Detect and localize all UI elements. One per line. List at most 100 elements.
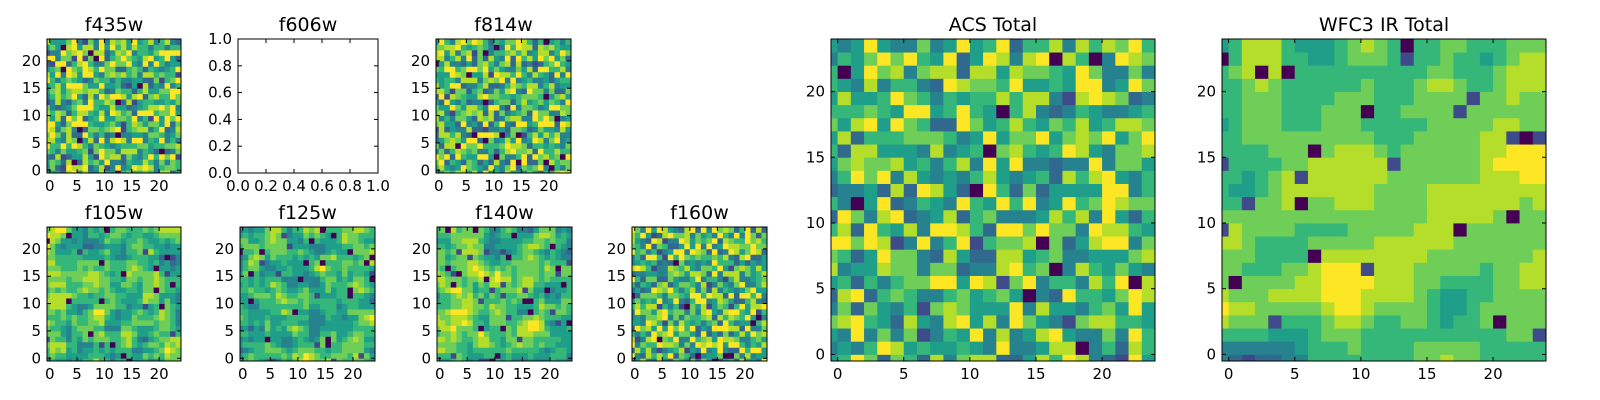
heatmap-cell <box>363 358 370 362</box>
heatmap-cell <box>358 309 365 315</box>
heatmap-cell <box>49 330 56 337</box>
heatmap-cell <box>537 60 544 67</box>
heatmap-cell <box>1062 91 1077 106</box>
heatmap-cell <box>120 82 127 89</box>
heatmap-cell <box>109 159 116 166</box>
heatmap-cell <box>761 358 768 362</box>
heatmap-cell <box>438 88 445 95</box>
heatmap-cell <box>750 352 757 359</box>
heatmap-cell <box>455 49 462 56</box>
heatmap-cell <box>47 148 51 155</box>
heatmap-cell <box>494 227 501 233</box>
x-tick-label: 15 <box>512 177 531 195</box>
heatmap-cell <box>684 270 691 277</box>
heatmap-cell <box>489 254 496 261</box>
heatmap-cell <box>275 325 282 332</box>
heatmap-cell <box>482 88 489 95</box>
heatmap-cell <box>93 55 100 62</box>
heatmap-cell <box>472 347 479 354</box>
heatmap-cell <box>347 270 354 277</box>
heatmap-cell <box>673 298 680 304</box>
heatmap-cell <box>471 93 478 100</box>
heatmap-cell <box>88 347 94 354</box>
heatmap-cell <box>560 325 567 332</box>
heatmap-cell <box>439 352 446 359</box>
heatmap-cell <box>1062 354 1077 362</box>
heatmap-cell <box>270 287 277 294</box>
heatmap-cell <box>549 352 556 359</box>
heatmap-cell <box>695 292 702 299</box>
heatmap-cell <box>270 341 277 348</box>
heatmap-cell <box>137 309 144 315</box>
heatmap-cell <box>49 88 56 95</box>
heatmap-cell <box>651 248 658 255</box>
heatmap-cell <box>142 276 149 283</box>
heatmap-cell <box>330 292 337 299</box>
heatmap-cell <box>60 66 67 73</box>
heatmap-cell <box>1241 196 1256 211</box>
heatmap-cell <box>559 99 566 106</box>
heatmap-cell <box>153 71 160 78</box>
heatmap-cell <box>689 336 696 343</box>
heatmap-cell <box>77 137 83 144</box>
heatmap-cell <box>253 347 260 354</box>
heatmap-cell <box>695 237 702 244</box>
heatmap-cell <box>71 153 78 160</box>
heatmap-cell <box>1360 183 1375 198</box>
heatmap-cell <box>137 71 144 78</box>
heatmap-cell <box>645 287 652 294</box>
heatmap-cell <box>1294 262 1309 276</box>
heatmap-cell <box>369 319 376 326</box>
heatmap-cell <box>733 347 740 354</box>
heatmap-cell <box>538 309 545 315</box>
heatmap-cell <box>314 287 321 294</box>
heatmap-cell <box>983 315 997 329</box>
heatmap-cell <box>148 254 155 261</box>
heatmap-cell <box>363 232 370 239</box>
heatmap-cell <box>522 292 529 299</box>
heatmap-cell <box>505 254 512 261</box>
heatmap-cell <box>500 287 507 294</box>
heatmap-cell <box>153 159 160 166</box>
heatmap-cell <box>115 243 122 250</box>
heatmap-cell <box>308 287 315 294</box>
heatmap-cell <box>632 227 636 233</box>
heatmap-cell <box>297 347 304 354</box>
heatmap-cell <box>930 104 944 119</box>
heatmap-cell <box>71 325 78 332</box>
heatmap-cell <box>88 60 94 67</box>
heatmap-cell <box>744 358 751 362</box>
heatmap-cell <box>137 60 144 67</box>
heatmap-cell <box>1255 328 1269 342</box>
heatmap-cell <box>632 254 636 261</box>
heatmap-cell <box>47 330 51 337</box>
heatmap-cell <box>489 330 496 337</box>
heatmap-cell <box>439 314 446 321</box>
heatmap-cell <box>489 232 496 239</box>
heatmap-cell <box>66 227 73 233</box>
heatmap-cell <box>109 314 116 321</box>
heatmap-cell <box>477 104 484 111</box>
heatmap-cell <box>325 254 332 261</box>
heatmap-cell <box>352 298 359 304</box>
axes-frame <box>46 38 182 174</box>
heatmap-cell <box>1102 354 1116 362</box>
heatmap-cell <box>566 259 573 266</box>
heatmap-cell <box>493 164 500 171</box>
heatmap-cell <box>109 60 116 67</box>
heatmap-cell <box>673 248 680 255</box>
heatmap-cell <box>60 153 67 160</box>
heatmap-cell <box>560 254 567 261</box>
heatmap-cell <box>82 298 89 304</box>
heatmap-cell <box>131 281 138 288</box>
heatmap-cell <box>358 254 365 261</box>
heatmap-cell <box>439 281 446 288</box>
heatmap-cell <box>82 88 89 95</box>
x-tick-label: 0 <box>434 177 444 195</box>
heatmap-cell <box>1294 196 1309 211</box>
heatmap-cell <box>560 243 567 250</box>
heatmap-cell <box>120 303 127 310</box>
heatmap-cell <box>521 39 528 45</box>
heatmap-cell <box>516 292 523 299</box>
heatmap-cell <box>1102 131 1116 145</box>
